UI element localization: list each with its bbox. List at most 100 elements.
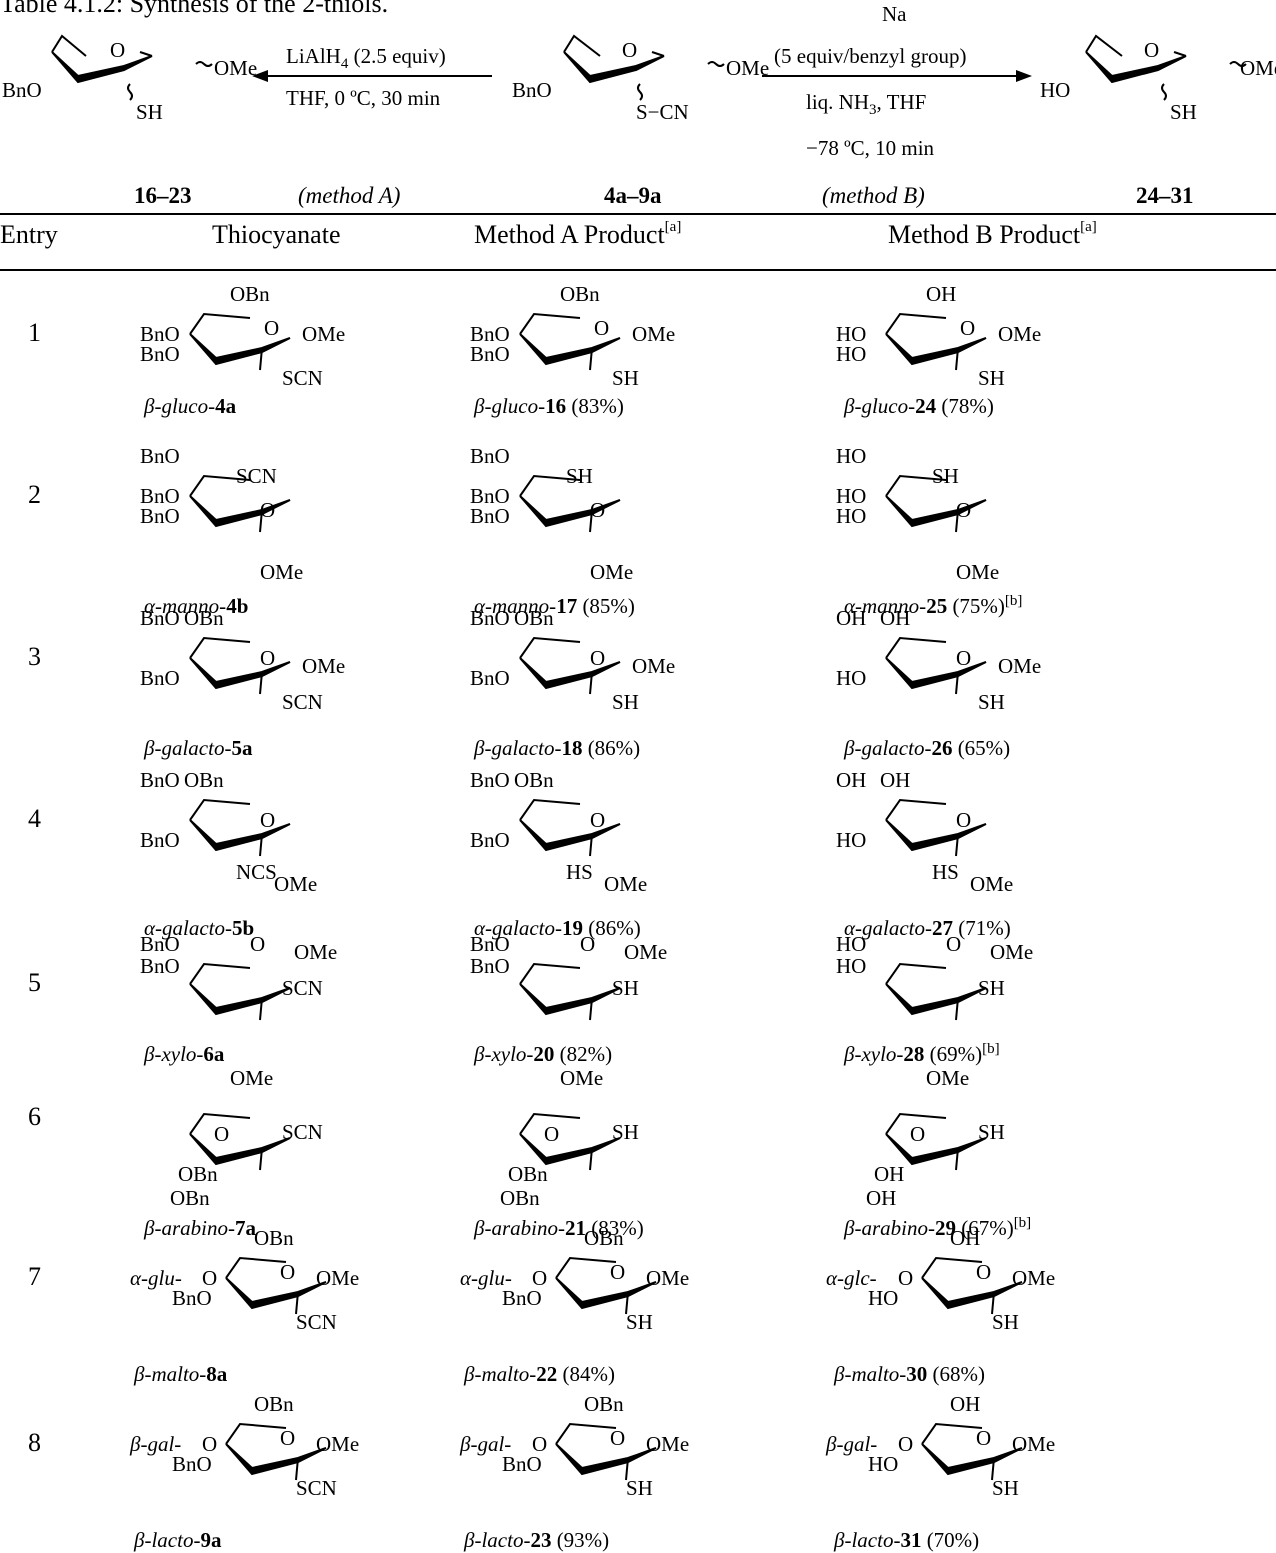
atom-label: O (590, 808, 606, 832)
compound-caption: β-gluco-24 (78%) (844, 394, 994, 418)
entry-number: 4 (28, 804, 41, 833)
bond (589, 671, 593, 695)
atom-label: SCN (282, 1120, 323, 1144)
bond (885, 474, 947, 497)
atom-label: OMe (1012, 1432, 1056, 1456)
atom-label: O (202, 1432, 218, 1456)
atom-label: SH (612, 976, 639, 1000)
bond (885, 657, 987, 690)
atom-label: O (532, 1432, 548, 1456)
atom-label: BnO (470, 484, 510, 508)
atom-label: OH (866, 1186, 897, 1210)
atom-label: OMe (926, 1066, 970, 1090)
bond (625, 1457, 629, 1481)
atom-label: BnO (470, 768, 510, 792)
atom-label: BnO (470, 342, 510, 366)
compound-caption: β-arabino-29 (67%)[b] (844, 1215, 1032, 1240)
atom-label: α-glu- (460, 1266, 512, 1290)
bond (189, 798, 251, 821)
atom-label: O (960, 316, 976, 340)
bond (955, 997, 959, 1021)
atom-label: BnO (172, 1452, 212, 1476)
atom-label: OH (836, 768, 867, 792)
compound-caption: β-arabino-7a (144, 1216, 256, 1240)
atom-label: OBn (500, 1186, 540, 1210)
atom-label: HO (836, 444, 867, 468)
bond (189, 657, 291, 690)
atom-label: BnO (140, 504, 180, 528)
bond (885, 983, 987, 1016)
atom-label: SH (612, 1120, 639, 1144)
atom-label: BnO (470, 504, 510, 528)
atom-label: OMe (624, 940, 668, 964)
bond (189, 333, 291, 366)
atom-label: SH (566, 464, 593, 488)
compound-caption: α-manno-25 (75%)[b] (844, 593, 1023, 618)
entry-number: 8 (28, 1428, 41, 1457)
atom-label: O (580, 932, 596, 956)
atom-label: O (260, 498, 276, 522)
methodB-reagent-line1: Na (882, 2, 907, 26)
bond (225, 1422, 287, 1445)
mid-compound-range: 4a–9a (604, 183, 662, 208)
atom-label: O (622, 38, 638, 62)
atom-label: BnO (140, 768, 180, 792)
bond (519, 983, 621, 1016)
compound-caption: β-lacto-31 (70%) (834, 1528, 980, 1552)
atom-label: HO (836, 322, 867, 346)
atom-label: SH (612, 690, 639, 714)
atom-label: HO (836, 484, 867, 508)
atom-label: α-glc- (826, 1266, 877, 1290)
column-header-thiocyanate: Thiocyanate (212, 220, 341, 249)
atom-label: OH (880, 768, 911, 792)
atom-label: HO (1040, 78, 1071, 102)
atom-label: BnO (140, 444, 180, 468)
bond (519, 495, 621, 528)
atom-label: O (956, 808, 972, 832)
atom-label: OH (836, 606, 867, 630)
atom-label: O (910, 1122, 926, 1146)
bond (225, 1256, 287, 1279)
bond (295, 1291, 299, 1315)
atom-label: BnO (140, 954, 180, 978)
atom-label: O (898, 1266, 914, 1290)
atom-label: SH (136, 100, 163, 124)
entry-number: 6 (28, 1102, 41, 1131)
atom-label: OMe (590, 560, 634, 584)
bond (921, 1422, 983, 1445)
column-header-method-b: Method B Product[a] (888, 219, 1097, 249)
compound-caption: β-galacto-5a (144, 736, 253, 760)
compound-caption: β-arabino-21 (83%) (474, 1216, 644, 1240)
atom-label: OMe (956, 560, 1000, 584)
atom-label: OBn (514, 606, 554, 630)
atom-label: OMe (560, 1066, 604, 1090)
table-caption: Table 4.1.2: Synthesis of the 2-thiols. (0, 0, 389, 18)
bond (955, 509, 959, 533)
atom-label: OMe (294, 940, 338, 964)
bond (555, 1443, 657, 1476)
bond (589, 347, 593, 371)
atom-label: OH (950, 1226, 981, 1250)
atom-label: SCN (296, 1310, 337, 1334)
atom-label: OMe (646, 1266, 690, 1290)
atom-label: SH (992, 1476, 1019, 1500)
entry-number: 7 (28, 1262, 41, 1291)
atom-label: OBn (184, 768, 224, 792)
atom-label: O (264, 316, 280, 340)
atom-label: β-gal- (130, 1432, 182, 1456)
atom-label: BnO (140, 666, 180, 690)
atom-label: BnO (470, 932, 510, 956)
atom-label: SH (612, 366, 639, 390)
atom-label: HO (836, 666, 867, 690)
bond (189, 636, 251, 659)
atom-label: O (976, 1260, 992, 1284)
atom-label: OMe (632, 322, 676, 346)
bond (921, 1277, 1023, 1310)
atom-label: O (610, 1260, 626, 1284)
atom-label: OMe (316, 1432, 360, 1456)
atom-label: O (590, 498, 606, 522)
atom-label: BnO (140, 484, 180, 508)
atom-label: OMe (214, 56, 258, 80)
bond (955, 1147, 959, 1171)
